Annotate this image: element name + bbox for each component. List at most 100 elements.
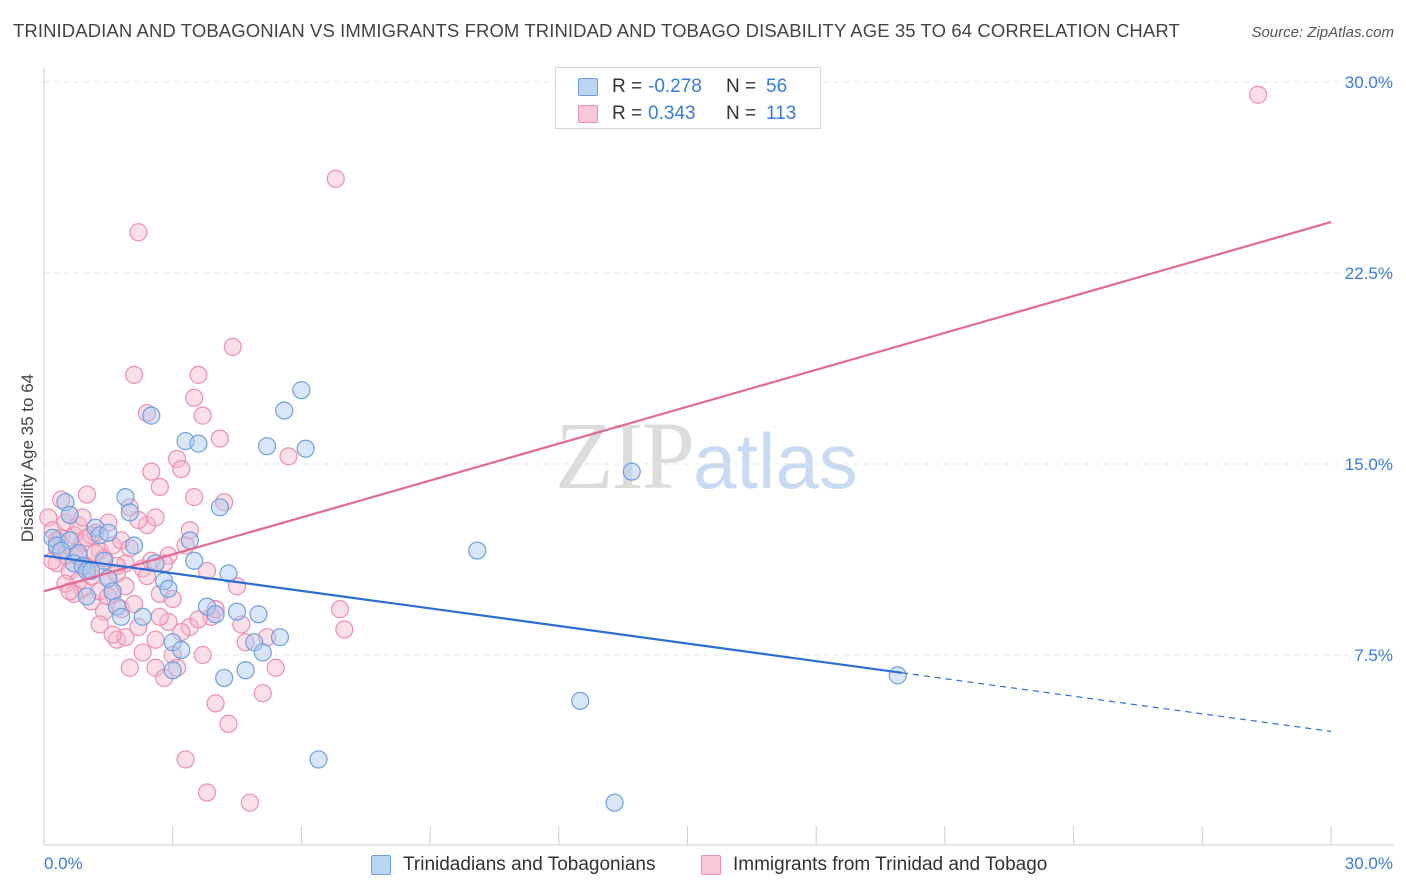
data-point-immigrants [129,617,148,637]
data-point-trinidadians [120,503,139,522]
data-point-trinidadians [227,602,247,621]
x-tick-label-max: 30.0% [1345,854,1393,873]
data-point-immigrants [185,388,204,407]
data-point-trinidadians [236,661,255,680]
data-point-immigrants [146,630,165,649]
series-trinidadians-points [43,381,907,812]
data-point-trinidadians [257,437,277,456]
data-point-trinidadians [112,607,131,626]
data-point-trinidadians [249,605,268,624]
legend-row-immigrants: R = 0.343 N = 113 [578,101,796,127]
trend-line-trinidadians-extrapolated [901,672,1332,732]
data-point-immigrants [163,589,182,609]
legend-r-value-pink: 0.343 [648,103,696,124]
data-point-trinidadians [270,628,290,647]
data-point-immigrants [210,429,229,448]
data-point-immigrants [120,658,139,677]
bottom-legend-label-pink: Immigrants from Trinidad and Tobago [733,854,1048,875]
data-point-immigrants [172,459,191,479]
legend-row-trinidadians: R = -0.278 N = 56 [578,74,787,100]
legend-swatch-pink [578,105,598,123]
data-point-trinidadians [215,668,234,688]
data-point-immigrants [150,477,169,497]
data-point-trinidadians [159,579,178,598]
legend-n-value-blue: 56 [766,76,788,97]
data-point-immigrants [193,406,212,425]
data-point-immigrants [193,645,212,665]
data-point-immigrants [90,615,109,634]
data-point-immigrants [197,783,217,802]
grid-lines [44,81,1394,656]
data-point-immigrants [206,694,225,713]
data-point-trinidadians [571,691,590,710]
data-point-immigrants [124,365,144,384]
legend-r-key: R = [612,76,643,97]
data-point-immigrants [103,625,122,644]
watermark: ZIPatlas [555,400,858,511]
data-point-trinidadians [309,750,328,769]
legend-n-key: N = [726,76,757,97]
data-point-trinidadians [888,666,907,685]
legend-r-key: R = [612,103,643,124]
data-point-trinidadians [60,505,79,525]
data-point-trinidadians [468,541,487,560]
data-point-trinidadians [206,605,225,624]
data-point-immigrants [185,488,204,507]
x-tick-label-min: 0.0% [44,854,83,873]
data-point-trinidadians [77,587,97,606]
data-point-immigrants [129,223,148,242]
watermark-zip: ZIP [555,402,695,509]
data-point-immigrants [142,462,161,481]
data-point-immigrants [253,684,272,703]
trend-lines [43,221,1332,732]
y-axis-title: Disability Age 35 to 64 [18,374,37,542]
data-point-immigrants [180,521,199,540]
data-point-immigrants [189,365,208,384]
data-point-immigrants [133,643,152,662]
data-point-immigrants [326,169,345,188]
correlation-legend: R = -0.278 N = 56 R = 0.343 N = 113 [555,67,821,129]
bottom-legend-swatch-blue [371,855,391,875]
series-immigrants-points [39,85,1268,812]
data-point-immigrants [266,658,285,677]
bottom-legend-trinidadians[interactable]: Trinidadians and Tobagonians [371,852,655,878]
legend-n-value-pink: 113 [766,103,797,124]
y-tick-label: 30.0% [1345,73,1393,92]
data-point-immigrants [159,612,178,631]
data-point-trinidadians [133,607,152,626]
data-point-trinidadians [172,640,191,660]
data-point-trinidadians [163,661,182,680]
data-point-immigrants [197,561,217,581]
data-point-immigrants [189,610,208,629]
data-point-immigrants [77,485,97,504]
data-point-immigrants [1248,85,1268,104]
trend-line-trinidadians [43,554,903,674]
data-point-immigrants [279,447,298,466]
data-point-immigrants [330,600,350,619]
legend-n-key: N = [726,103,757,124]
data-point-trinidadians [142,406,161,425]
data-point-trinidadians [107,597,127,616]
data-point-trinidadians [296,439,315,458]
data-point-trinidadians [292,381,311,400]
data-point-immigrants [167,449,187,469]
data-point-trinidadians [275,401,294,420]
y-tick-label: 22.5% [1345,264,1393,283]
data-point-trinidadians [253,643,272,662]
data-point-immigrants [176,750,195,769]
data-point-trinidadians [99,523,118,542]
data-point-immigrants [120,498,139,517]
legend-r-value-blue: -0.278 [648,76,702,97]
bottom-legend-swatch-pink [701,855,721,875]
axes [43,68,1394,846]
data-point-immigrants [223,337,242,356]
data-point-trinidadians [103,582,122,601]
data-point-immigrants [150,607,169,626]
data-point-immigrants [335,620,354,639]
data-point-trinidadians [219,564,238,583]
data-point-trinidadians [189,434,208,453]
bottom-legend-label-blue: Trinidadians and Tobagonians [403,854,656,875]
bottom-legend-immigrants[interactable]: Immigrants from Trinidad and Tobago [701,852,1047,878]
data-point-trinidadians [185,551,204,570]
